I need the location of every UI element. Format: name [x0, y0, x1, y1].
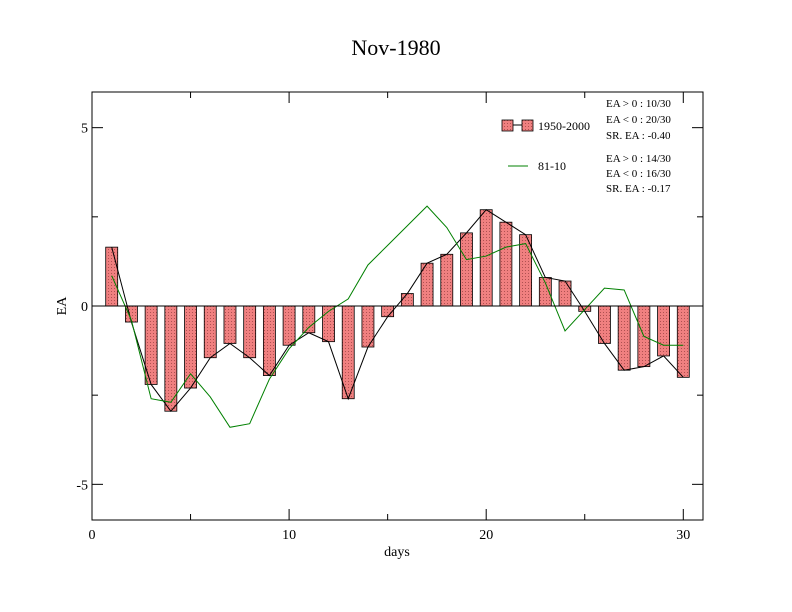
line-series — [111, 205, 684, 428]
bar-day-20 — [479, 209, 493, 307]
bar-day-22 — [519, 234, 533, 307]
bar-day-30 — [676, 305, 690, 378]
bar-day-29 — [657, 305, 670, 357]
bar-day-7 — [223, 305, 237, 344]
legend-swatch-right — [521, 119, 534, 132]
x-tick-label: 10 — [282, 528, 296, 543]
y-tick-label: -5 — [76, 478, 88, 493]
legend: 1950-2000 81-10 EA > 0 : 10/30 EA < 0 : … — [501, 98, 671, 195]
y-tick-label: 0 — [81, 300, 88, 315]
bar-day-9 — [262, 305, 276, 376]
bar-day-27 — [617, 305, 631, 371]
bar-day-26 — [598, 305, 611, 344]
legend-label-1950-2000: 1950-2000 — [538, 119, 590, 133]
bar-day-21 — [499, 221, 513, 307]
legend-swatch-left — [501, 119, 514, 132]
bar-day-8 — [243, 305, 257, 359]
bar-day-6 — [203, 305, 217, 359]
x-tick-label: 20 — [479, 528, 493, 543]
bar-day-16 — [400, 293, 414, 307]
annotation-81-10-sr-ea: SR. EA : -0.17 — [606, 183, 671, 195]
bar-day-10 — [282, 305, 296, 346]
axes: 0 10 20 30 -5 0 5 — [76, 92, 703, 543]
x-tick-label: 0 — [89, 528, 96, 543]
bar-day-19 — [460, 232, 473, 307]
annotation-1950-2000-sr-ea: SR. EA : -0.40 — [606, 130, 671, 142]
x-tick-label: 30 — [676, 528, 690, 543]
bar-day-13 — [341, 305, 355, 400]
legend-label-81-10: 81-10 — [538, 159, 566, 173]
y-axis-label: EA — [55, 296, 70, 316]
y-tick-label: 5 — [81, 122, 88, 137]
bar-day-11 — [302, 305, 316, 334]
x-axis-label: days — [384, 545, 410, 560]
bar-day-5 — [184, 305, 197, 389]
annotation-1950-2000-ea-positive: EA > 0 : 10/30 — [606, 98, 671, 110]
bar-series — [105, 209, 690, 412]
series-line-1950-2000 — [111, 209, 684, 413]
annotation-81-10-ea-positive: EA > 0 : 14/30 — [606, 153, 671, 165]
bar-day-18 — [440, 253, 454, 307]
annotation-81-10-ea-negative: EA < 0 : 16/30 — [606, 168, 671, 180]
chart-title: Nov-1980 — [351, 35, 440, 60]
bar-day-24 — [558, 280, 572, 307]
series-line-81-10 — [111, 205, 684, 428]
annotation-1950-2000-ea-negative: EA < 0 : 20/30 — [606, 114, 671, 126]
